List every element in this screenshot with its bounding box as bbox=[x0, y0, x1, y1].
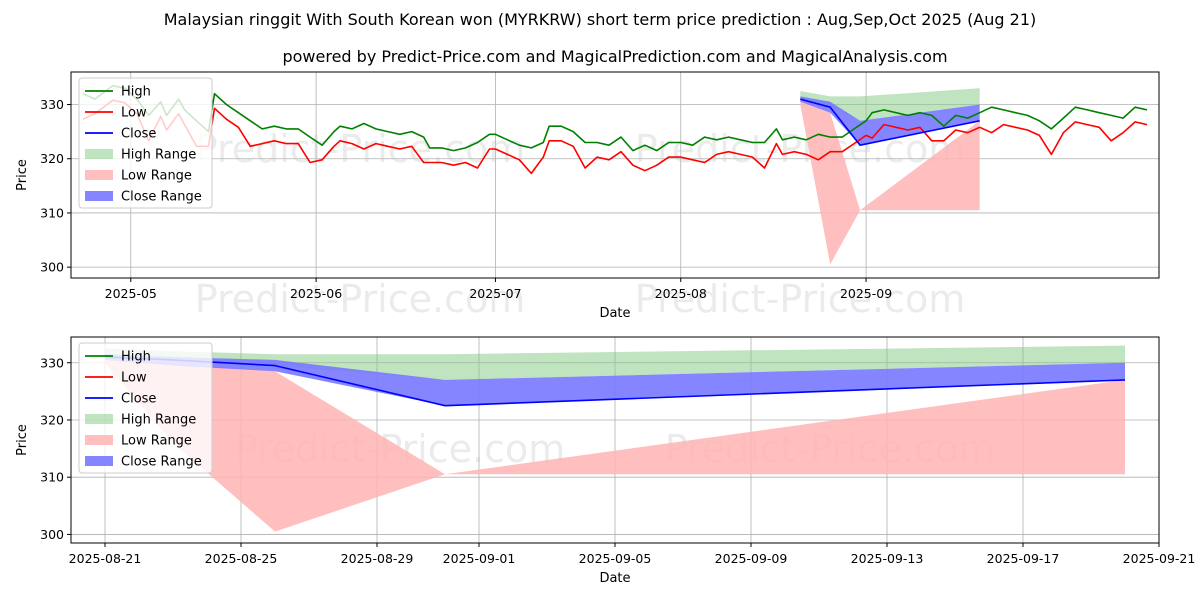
bottom-xtick-label-2025-08-25: 2025-08-25 bbox=[205, 551, 278, 566]
top-xtick-label-2025-07: 2025-07 bbox=[469, 286, 521, 301]
bottom-xtick-label-2025-08-21: 2025-08-21 bbox=[69, 551, 142, 566]
top-legend-label-close: Close bbox=[121, 127, 156, 142]
bottom-legend-swatch-high-range bbox=[85, 414, 113, 424]
bottom-legend-label-low-range: Low Range bbox=[121, 434, 192, 449]
bottom-legend-swatch-close-range bbox=[85, 456, 113, 466]
top-legend-swatch-low-range bbox=[85, 170, 113, 180]
top-legend-label-low-range: Low Range bbox=[121, 169, 192, 184]
top-xlabel: Date bbox=[599, 306, 630, 321]
top-ytick-label-320: 320 bbox=[40, 151, 64, 166]
top-panel-frame bbox=[70, 71, 1160, 279]
top-ytick-label-310: 310 bbox=[40, 205, 64, 220]
top-xtick-label-2025-08: 2025-08 bbox=[655, 286, 707, 301]
bottom-xtick-label-2025-09-13: 2025-09-13 bbox=[851, 551, 924, 566]
top-legend-swatch-high-range bbox=[85, 149, 113, 159]
top-legend: High Low Close High Range Low Range Close Ran… bbox=[78, 77, 213, 209]
bottom-ylabel: Price bbox=[15, 424, 30, 456]
top-xtick-label-2025-09: 2025-09 bbox=[840, 286, 892, 301]
top-panel-ticks: 300 310 320 330 2025-05 2025-06 2025-07 2025-08… bbox=[40, 97, 892, 301]
top-close-forecast-line bbox=[800, 98, 980, 146]
chart-title: Malaysian ringgit With South Korean won … bbox=[164, 10, 1036, 29]
bottom-close-range-band bbox=[105, 354, 1125, 406]
top-xtick-label-2025-06: 2025-06 bbox=[290, 286, 342, 301]
top-legend-swatch-close-range bbox=[85, 191, 113, 201]
top-panel-lines bbox=[82, 84, 1148, 175]
bottom-panel-ranges bbox=[105, 345, 1125, 532]
top-ylabel: Price bbox=[15, 159, 30, 191]
top-close-range-band bbox=[800, 96, 980, 146]
bottom-low-range-band bbox=[105, 359, 1125, 532]
watermark-top-4: Predict-Price.com bbox=[635, 277, 966, 321]
bottom-legend-label-low: Low bbox=[121, 371, 147, 386]
watermark-top-3: Predict-Price.com bbox=[195, 277, 526, 321]
bottom-ytick-label-320: 320 bbox=[40, 412, 64, 427]
bottom-ytick-label-330: 330 bbox=[40, 355, 64, 370]
bottom-legend-swatch-low-range bbox=[85, 435, 113, 445]
bottom-legend-label-high-range: High Range bbox=[121, 413, 196, 428]
bottom-panel: Predict-Price.com Predict-Price.com 3003… bbox=[15, 336, 1195, 586]
bottom-xtick-label-2025-09-09: 2025-09-09 bbox=[715, 551, 788, 566]
bottom-legend-label-close-range: Close Range bbox=[121, 455, 202, 470]
bottom-legend-label-high: High bbox=[121, 350, 151, 365]
top-low-range-band bbox=[800, 101, 980, 265]
top-legend-label-low: Low bbox=[121, 106, 147, 121]
bottom-xtick-label-2025-09-05: 2025-09-05 bbox=[579, 551, 652, 566]
top-high-history-line bbox=[82, 84, 1148, 152]
bottom-legend-label-close: Close bbox=[121, 392, 156, 407]
top-panel-grid bbox=[71, 72, 1159, 278]
bottom-xlabel: Date bbox=[599, 571, 630, 586]
bottom-xtick-label-2025-09-17: 2025-09-17 bbox=[987, 551, 1060, 566]
top-legend-label-high: High bbox=[121, 85, 151, 100]
bottom-xtick-label-2025-09-01: 2025-09-01 bbox=[443, 551, 516, 566]
top-legend-label-high-range: High Range bbox=[121, 148, 196, 163]
bottom-ytick-label-300: 300 bbox=[40, 527, 64, 542]
top-low-history-line bbox=[82, 99, 1148, 175]
top-ytick-label-300: 300 bbox=[40, 260, 64, 275]
bottom-legend: High Low Close High Range Low Range Close Ran… bbox=[78, 342, 213, 474]
watermark-top-1: Predict-Price.com bbox=[195, 127, 526, 171]
top-legend-label-close-range: Close Range bbox=[121, 190, 202, 205]
top-ytick-label-330: 330 bbox=[40, 97, 64, 112]
chart-subtitle: powered by Predict-Price.com and Magical… bbox=[282, 47, 947, 66]
top-xtick-label-2025-05: 2025-05 bbox=[105, 286, 157, 301]
top-panel: Predict-Price.com Predict-Price.com Pred… bbox=[15, 71, 1160, 321]
bottom-ytick-label-310: 310 bbox=[40, 470, 64, 485]
bottom-xtick-label-2025-09-21: 2025-09-21 bbox=[1123, 551, 1196, 566]
top-panel-ranges bbox=[800, 88, 980, 265]
bottom-xtick-label-2025-08-29: 2025-08-29 bbox=[341, 551, 414, 566]
bottom-panel-ticks: 300 310 320 330 2025-08-21 2025-08-25 2025-08-… bbox=[40, 355, 1195, 566]
